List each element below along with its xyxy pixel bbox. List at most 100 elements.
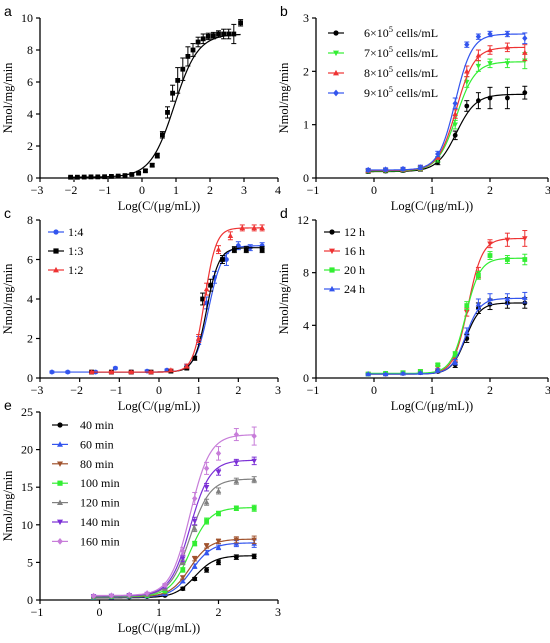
y-tick-label: 6 [27, 75, 33, 89]
data-point [435, 367, 441, 373]
legend-label: 1:3 [68, 244, 83, 258]
data-point [452, 122, 458, 128]
data-point [115, 173, 121, 179]
data-point [128, 369, 134, 375]
data-point [522, 257, 528, 262]
x-tick-label: −1 [99, 183, 112, 197]
legend-label: 20 h [344, 263, 365, 277]
data-point [175, 78, 181, 83]
x-tick-label: 3 [275, 605, 281, 619]
data-point [464, 103, 470, 109]
data-point [417, 369, 424, 375]
data-point [220, 257, 225, 262]
y-tick-label: 1 [303, 118, 309, 132]
data-point [154, 153, 160, 158]
panel-letter-e: e [4, 397, 12, 413]
x-tick-label: 3 [241, 183, 247, 197]
x-tick-label: 3 [545, 183, 550, 197]
y-tick-label: 8 [303, 266, 309, 280]
data-point [452, 359, 458, 365]
data-point [216, 31, 221, 37]
data-point [475, 52, 482, 58]
data-point [487, 47, 493, 53]
data-point [522, 49, 528, 55]
data-point [95, 174, 101, 180]
data-point [143, 168, 148, 174]
data-point [185, 54, 191, 59]
data-point [522, 35, 528, 42]
legend-label: 40 min [80, 418, 114, 432]
x-tick-label: 1 [173, 183, 179, 197]
data-point [162, 581, 168, 589]
data-point [231, 31, 237, 37]
data-point [190, 47, 196, 53]
data-point [505, 95, 510, 101]
x-tick-label: 3 [275, 383, 281, 397]
data-point [382, 371, 389, 377]
fit-curve [368, 297, 525, 375]
x-tick-label: 1 [196, 383, 202, 397]
data-point [487, 30, 493, 38]
data-point [464, 303, 470, 308]
y-axis-label: Nmol/mg/min [277, 62, 291, 134]
x-axis-label: Log(C/(μg/mL)) [391, 199, 473, 213]
legend-label: 6×105 cells/mL [364, 24, 438, 40]
legend-label: 1:4 [68, 225, 83, 239]
data-point [208, 282, 213, 288]
data-point [475, 63, 482, 69]
data-point [235, 243, 241, 249]
data-point [215, 488, 222, 494]
data-point [251, 458, 257, 464]
data-point [191, 563, 198, 569]
data-point [504, 30, 511, 38]
panel-a: a 0 2 4 6 8 10 −3 −2 −1 0 1 2 3 4 Log(C/(μg/mL)) Nmol/mg… [1, 3, 281, 213]
legend-label: 8×105 cells/mL [364, 64, 438, 80]
data-point [49, 369, 55, 375]
y-tick-label: 0 [27, 171, 33, 185]
data-point [192, 541, 198, 546]
data-point [204, 567, 210, 573]
legend-entry: 1:4 [48, 225, 83, 239]
y-tick-label: 10 [21, 11, 33, 25]
data-point [417, 164, 424, 171]
data-point [203, 549, 210, 555]
data-point [233, 537, 240, 543]
legend-entry: 12 h [324, 225, 365, 239]
data-point [215, 470, 222, 476]
legend-label: 9×105 cells/mL [364, 84, 438, 100]
x-axis-label: Log(C/(μg/mL)) [391, 399, 473, 413]
data-point [522, 294, 528, 300]
data-point [144, 590, 150, 597]
x-tick-label: 2 [207, 183, 213, 197]
data-point [195, 39, 201, 45]
fit-curve [51, 245, 263, 373]
fit-curve [91, 227, 263, 373]
series-e-6 [90, 426, 257, 599]
legend-marker [57, 538, 63, 545]
data-point [195, 335, 202, 341]
y-axis-label: Nmol/mg/min [1, 263, 15, 335]
legend-marker [53, 229, 59, 235]
data-point [180, 556, 186, 562]
y-tick-label: 12 [297, 213, 309, 227]
y-axis-label: Nmol/mg/min [277, 263, 291, 335]
y-tick-label: 0 [27, 371, 33, 385]
data-point [251, 225, 257, 231]
data-point [233, 554, 239, 560]
x-tick-label: 0 [371, 183, 377, 197]
legend-marker [333, 30, 339, 36]
data-point [75, 174, 80, 180]
panel-letter-c: c [4, 205, 11, 221]
legend-marker [329, 229, 335, 235]
data-point [239, 225, 246, 231]
data-point [129, 172, 135, 177]
data-point [90, 592, 97, 599]
legend-entry: 120 min [52, 496, 120, 510]
legend-marker [333, 50, 339, 57]
data-point [108, 369, 115, 375]
series-c-1 [89, 246, 265, 375]
y-tick-label: 20 [21, 443, 33, 457]
data-point [191, 518, 198, 524]
data-point [192, 576, 198, 582]
